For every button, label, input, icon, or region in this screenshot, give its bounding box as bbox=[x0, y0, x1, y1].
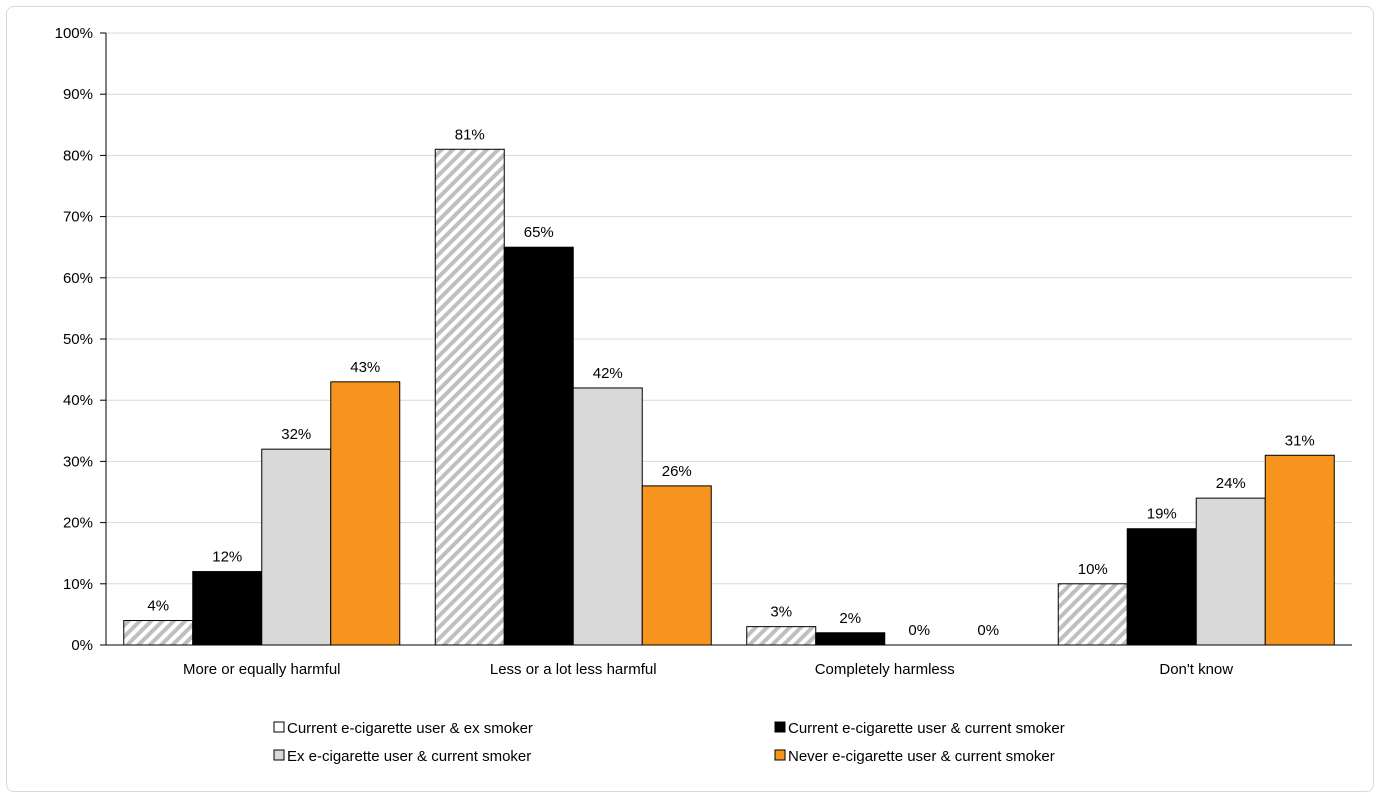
bar bbox=[746, 626, 817, 646]
y-tick-label: 90% bbox=[63, 86, 93, 103]
data-label: 32% bbox=[281, 426, 311, 443]
legend-label: Current e-cigarette user & ex smoker bbox=[287, 720, 533, 737]
bar bbox=[572, 387, 643, 646]
y-tick-label: 60% bbox=[63, 270, 93, 287]
bar bbox=[641, 485, 712, 646]
data-label: 0% bbox=[977, 622, 999, 639]
data-label: 19% bbox=[1147, 506, 1177, 523]
y-tick-label: 100% bbox=[55, 25, 93, 42]
legend-label: Ex e-cigarette user & current smoker bbox=[287, 748, 531, 765]
bar bbox=[503, 246, 574, 646]
y-tick-label: 50% bbox=[63, 331, 93, 348]
legend-swatch bbox=[774, 721, 786, 733]
data-label: 31% bbox=[1285, 432, 1315, 449]
axes bbox=[105, 33, 1352, 646]
y-tick-label: 10% bbox=[63, 576, 93, 593]
bar bbox=[434, 148, 505, 646]
y-axis-ticks: 0% 10% 20% 30% 40% 50% 60% 70% 80% 90% 100% bbox=[55, 25, 106, 654]
legend-swatch bbox=[774, 749, 786, 761]
legend-swatch bbox=[273, 749, 285, 761]
y-tick-label: 30% bbox=[63, 453, 93, 470]
data-label: 81% bbox=[455, 126, 485, 143]
y-tick-label: 80% bbox=[63, 147, 93, 164]
data-label: 12% bbox=[212, 549, 242, 566]
y-tick-label: 70% bbox=[63, 209, 93, 226]
data-label: 26% bbox=[662, 463, 692, 480]
data-label: 4% bbox=[147, 598, 169, 615]
data-label: 2% bbox=[839, 610, 861, 627]
chart-frame bbox=[6, 6, 1374, 792]
data-labels: 4% 12% 32% 43% 81% 65% 42% 26% 3% 2% 0% 0% 10% 19% 24%… bbox=[147, 126, 1314, 639]
bar bbox=[123, 620, 194, 646]
data-label: 42% bbox=[593, 365, 623, 382]
bars bbox=[123, 148, 1335, 646]
x-category-label: More or equally harmful bbox=[183, 661, 341, 678]
x-category-label: Less or a lot less harmful bbox=[490, 661, 657, 678]
legend: Current e-cigarette user & ex smoker Curr… bbox=[273, 720, 1065, 765]
bar bbox=[261, 448, 332, 646]
data-label: 3% bbox=[770, 604, 792, 621]
x-category-label: Don't know bbox=[1159, 661, 1233, 678]
data-label: 24% bbox=[1216, 475, 1246, 492]
bar bbox=[192, 571, 263, 646]
y-tick-label: 40% bbox=[63, 392, 93, 409]
bar bbox=[1195, 497, 1266, 646]
data-label: 10% bbox=[1078, 561, 1108, 578]
legend-label: Never e-cigarette user & current smoker bbox=[788, 748, 1055, 765]
legend-swatch bbox=[273, 721, 285, 733]
bar bbox=[330, 381, 401, 646]
y-tick-label: 20% bbox=[63, 515, 93, 532]
y-tick-label: 0% bbox=[71, 637, 93, 654]
data-label: 43% bbox=[350, 359, 380, 376]
data-label: 0% bbox=[908, 622, 930, 639]
bar bbox=[815, 632, 886, 646]
legend-label: Current e-cigarette user & current smoke… bbox=[788, 720, 1065, 737]
x-axis-categories: More or equally harmful Less or a lot les… bbox=[183, 661, 1233, 678]
data-label: 65% bbox=[524, 224, 554, 241]
bar bbox=[1057, 583, 1128, 646]
bar bbox=[1264, 454, 1335, 646]
bar bbox=[1126, 528, 1197, 646]
x-category-label: Completely harmless bbox=[815, 661, 955, 678]
